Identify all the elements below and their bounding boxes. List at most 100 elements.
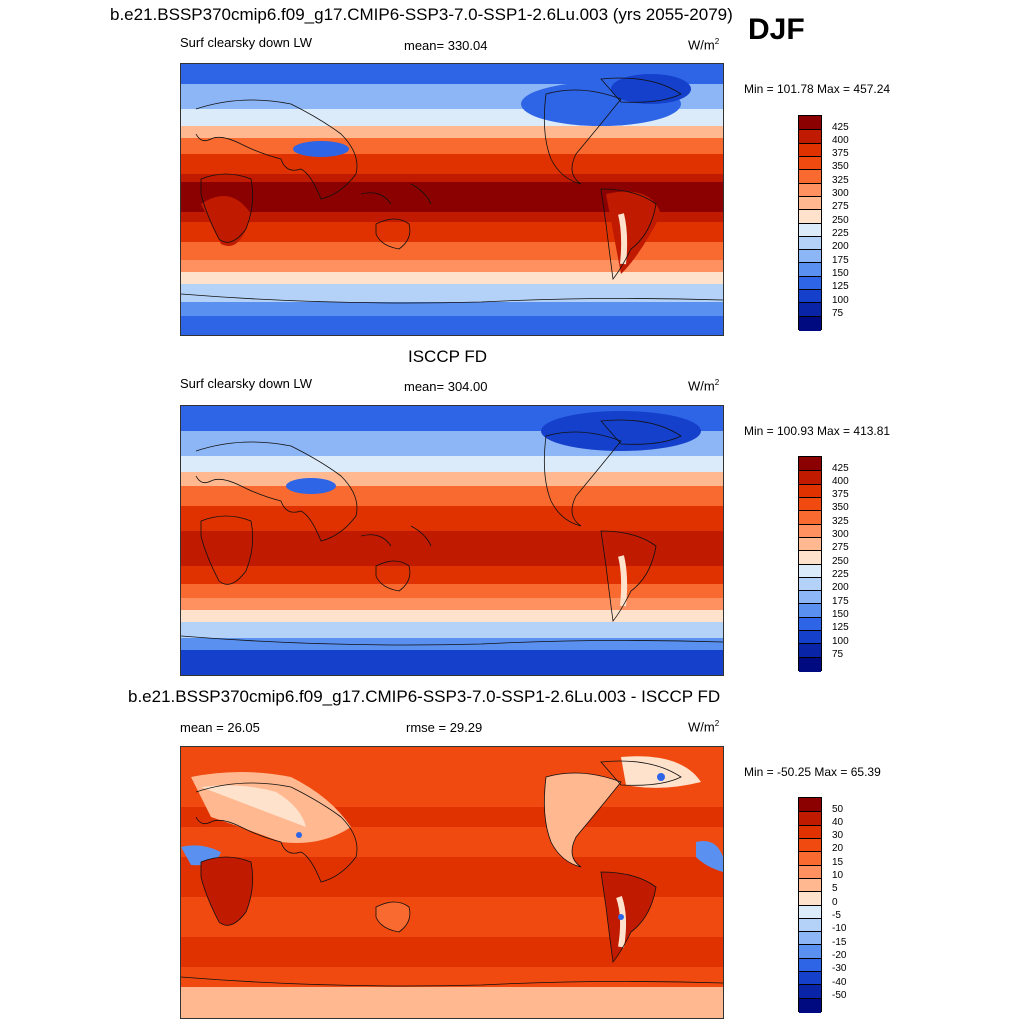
- panel1-colorbar-tick: 75: [832, 308, 844, 319]
- panel3-colorbar-swatch: [799, 798, 821, 812]
- panel3-colorbar-tick: 40: [832, 817, 844, 828]
- panel3-colorbar-swatch: [799, 824, 821, 840]
- panel1-minmax: Min = 101.78 Max = 457.24: [744, 82, 891, 96]
- panel3-colorbar-tick: -50: [832, 990, 847, 1001]
- panel3-mean-label: mean = 26.05: [180, 720, 260, 735]
- panel1-colorbar-tick: 125: [832, 281, 849, 292]
- panel2-colorbar-swatch: [799, 656, 821, 672]
- panel1-colorbar-tick: 275: [832, 201, 849, 212]
- panel1-colorbar-swatch: [799, 116, 821, 130]
- panel3-colorbar-tick: -5: [832, 910, 841, 921]
- panel1-colorbar-tick: 425: [832, 122, 849, 133]
- panel2-colorbar-tick: 350: [832, 502, 849, 513]
- panel3-colorbar-swatch: [799, 971, 821, 986]
- panel1-colorbar-tick: 225: [832, 228, 849, 239]
- panel2-colorbar-swatch: [799, 510, 821, 526]
- panel2-colorbar-swatch: [799, 603, 821, 619]
- panel1-colorbar-swatch: [799, 155, 821, 171]
- panel1-title: b.e21.BSSP370cmip6.f09_g17.CMIP6-SSP3-7.…: [110, 5, 733, 24]
- panel3-minmax: Min = -50.25 Max = 65.39: [744, 765, 881, 779]
- panel2-colorbar-swatch: [799, 536, 821, 552]
- panel1-colorbar-tick: 150: [832, 268, 849, 279]
- panel2-colorbar-tick: 300: [832, 529, 849, 540]
- season-label: DJF: [748, 13, 805, 46]
- panel2-colorbar-swatch: [799, 470, 821, 486]
- panel3-colorbar-swatch: [799, 931, 821, 946]
- panel2-colorbar-tick: 275: [832, 542, 849, 553]
- panel3-colorbar-tick: -15: [832, 937, 847, 948]
- panel1-colorbar-tick: 300: [832, 188, 849, 199]
- panel3-rmse-label: rmse = 29.29: [406, 720, 483, 735]
- panel3-units: W/m2: [688, 719, 720, 735]
- panel3-colorbar-tick: 5: [832, 883, 838, 894]
- panel3-map: [180, 746, 724, 1019]
- panel2-map: [180, 405, 724, 676]
- panel1-colorbar-swatch: [799, 129, 821, 145]
- panel2-colorbar: 425 400 375 350 325 300 275 250 225 200 …: [798, 456, 878, 672]
- panel1-colorbar-swatch: [799, 142, 821, 158]
- panel1-colorbar-tick: 325: [832, 175, 849, 186]
- panel2-colorbar-swatch: [799, 550, 821, 565]
- panel2-mean-label: mean= 304.00: [404, 379, 488, 394]
- panel3-colorbar-swatch: [799, 944, 821, 960]
- panel3-colorbar-tick: -20: [832, 950, 847, 961]
- panel3-colorbar-tick: 15: [832, 857, 844, 868]
- panel2-variable-label: Surf clearsky down LW: [180, 376, 312, 391]
- panel2-colorbar-tick: 250: [832, 556, 849, 567]
- panel2-colorbar-swatch: [799, 616, 821, 632]
- panel2-colorbar-swatch: [799, 523, 821, 539]
- panel3-colorbar-swatch: [799, 864, 821, 880]
- panel1-colorbar-swatch: [799, 209, 821, 224]
- panel2-colorbar-swatch: [799, 590, 821, 605]
- panel1-mean-label: mean= 330.04: [404, 38, 488, 53]
- panel2-colorbar-tick: 175: [832, 596, 849, 607]
- panel1-colorbar-tick: 400: [832, 135, 849, 146]
- panel1-colorbar-swatch: [799, 302, 821, 318]
- panel1-colorbar-swatch: [799, 182, 821, 198]
- panel3-colorbar-swatch: [799, 877, 821, 893]
- panel1-colorbar-swatch: [799, 262, 821, 278]
- panel2-colorbar-swatch: [799, 457, 821, 471]
- panel3-colorbar-box: [798, 797, 822, 1013]
- panel1-colorbar-swatch: [799, 289, 821, 304]
- panel3-colorbar-swatch: [799, 811, 821, 827]
- panel2-colorbar-tick: 325: [832, 516, 849, 527]
- panel3-colorbar-swatch: [799, 837, 821, 853]
- panel1-variable-label: Surf clearsky down LW: [180, 35, 312, 50]
- panel3-colorbar-swatch: [799, 957, 821, 973]
- panel1-colorbar-swatch: [799, 275, 821, 291]
- panel1-colorbar-swatch: [799, 249, 821, 264]
- panel2-colorbar-swatch: [799, 483, 821, 499]
- panel3-title: b.e21.BSSP370cmip6.f09_g17.CMIP6-SSP3-7.…: [128, 687, 721, 706]
- panel3-colorbar-swatch: [799, 904, 821, 920]
- panel1-colorbar-swatch: [799, 195, 821, 211]
- panel2-colorbar-swatch: [799, 630, 821, 645]
- panel1-colorbar-tick: 200: [832, 241, 849, 252]
- panel2-title: ISCCP FD: [408, 347, 488, 366]
- panel2-colorbar-swatch: [799, 643, 821, 659]
- panel3-colorbar-tick: 50: [832, 804, 844, 815]
- panel3-colorbar: 50 40 30 20 15 10 5 0 -5 -10 -15 -20 -30…: [798, 797, 878, 1013]
- panel3-colorbar-swatch: [799, 917, 821, 933]
- panel1-map: [180, 63, 724, 336]
- panel1-colorbar-box: [798, 115, 822, 331]
- panel2-colorbar-tick: 125: [832, 622, 849, 633]
- panel3-colorbar-swatch: [799, 984, 821, 1000]
- panel2-colorbar-swatch: [799, 576, 821, 592]
- panel3-colorbar-tick: 30: [832, 830, 844, 841]
- panel2-colorbar-tick: 200: [832, 582, 849, 593]
- panel2-minmax: Min = 100.93 Max = 413.81: [744, 424, 891, 438]
- panel1-colorbar-swatch: [799, 235, 821, 251]
- panel2-colorbar-tick: 375: [832, 489, 849, 500]
- panel3-colorbar-tick: 0: [832, 897, 838, 908]
- panel1-colorbar-swatch: [799, 315, 821, 331]
- panel1-colorbar-tick: 250: [832, 215, 849, 226]
- panel1-colorbar: 425 400 375 350 325 300 275 250 225 200 …: [798, 115, 878, 331]
- panel1-colorbar-tick: 350: [832, 161, 849, 172]
- panel3-colorbar-tick: -40: [832, 977, 847, 988]
- panel2-colorbar-swatch: [799, 563, 821, 579]
- panel2-colorbar-tick: 100: [832, 636, 849, 647]
- panel2-colorbar-tick: 150: [832, 609, 849, 620]
- panel1-units: W/m2: [688, 37, 720, 53]
- panel2-colorbar-tick: 75: [832, 649, 844, 660]
